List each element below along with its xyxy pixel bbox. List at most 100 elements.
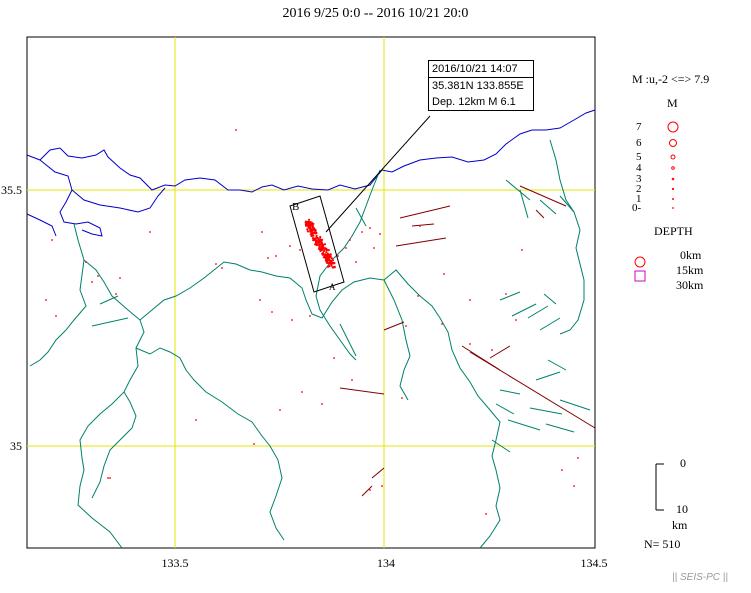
mag-level-0: 0-: [632, 202, 642, 214]
software-footer: || SEIS-PC ||: [672, 572, 728, 583]
epicenter-dot: [307, 221, 311, 224]
map-title: 2016 9/25 0:0 -- 2016 10/21 20:0: [282, 6, 469, 21]
section-label-b: B: [292, 201, 299, 213]
epicenter-dot: [323, 243, 327, 246]
magnitude-heading: M: [667, 96, 678, 110]
mag-level-1: 1: [636, 193, 642, 205]
epicenter-dot: [401, 397, 403, 399]
epicenter-dot: [330, 264, 333, 267]
magnitude-range: M :u,-2 <=> 7.9: [632, 72, 710, 86]
epicenter-dot: [322, 250, 326, 253]
epicenter-dot: [318, 247, 321, 250]
mag-level-3: 3: [636, 173, 642, 185]
mainshock-callout: 2016/10/21 14:07 35.381N 133.855E Dep. 1…: [428, 60, 534, 111]
epicenter-dot: [307, 218, 311, 221]
epicenter-dot: [521, 249, 523, 251]
callout-depth-magnitude: Dep. 12km M 6.1: [432, 96, 516, 108]
epicenter-dot: [331, 259, 334, 262]
epicenter-dot: [337, 255, 339, 257]
lon-tick-134-5: 134.5: [581, 556, 608, 570]
epicenter-dot: [326, 265, 330, 268]
epicenter-dot: [355, 261, 357, 263]
epicenter-dot: [319, 238, 322, 241]
epicenter-dot: [351, 379, 353, 381]
epicenter-cluster: [45, 129, 579, 515]
epicenter-dot: [329, 253, 332, 256]
epicenter-dot: [321, 403, 323, 405]
epicenter-dot: [419, 225, 421, 227]
epicenter-dot: [312, 231, 316, 234]
epicenter-dot: [485, 513, 487, 515]
epicenter-dot: [309, 315, 311, 317]
epicenter-dot: [235, 129, 237, 131]
epicenter-dot: [369, 227, 371, 229]
epicenter-dot: [308, 225, 311, 228]
epicenter-dot: [311, 223, 314, 227]
epicenter-dot: [361, 231, 363, 233]
epicenter-dot: [515, 319, 517, 321]
epicenter-dot: [304, 221, 307, 224]
epicenter-dot: [505, 293, 507, 295]
epicenter-dot: [215, 263, 217, 265]
epicenter-dot: [289, 245, 291, 247]
epicenter-dot: [115, 293, 117, 295]
epicenter-dot: [311, 237, 315, 240]
epicenter-dot: [327, 253, 330, 256]
epicenter-dot: [312, 227, 315, 230]
epicenter-dot: [109, 477, 111, 479]
epicenter-dot: [85, 261, 87, 263]
epicenter-dot: [267, 257, 269, 259]
depth-heading: DEPTH: [654, 224, 693, 238]
mag-level-7: 7: [636, 121, 642, 133]
epicenter-dot: [261, 231, 263, 233]
epicenter-dot: [315, 244, 318, 247]
depth-15km-label: 15km: [676, 263, 704, 277]
depth-30km-label: 30km: [676, 278, 704, 292]
epicenter-dot: [317, 240, 320, 243]
depth-0km-symbol: [634, 256, 646, 268]
epicenter-dot: [149, 231, 151, 233]
event-count: N= 510: [644, 537, 681, 551]
epicenter-dot: [577, 457, 579, 459]
epicenter-dot: [316, 237, 319, 240]
epicenter-dot: [310, 228, 313, 231]
depth-scale-top: 0: [680, 456, 686, 470]
lat-tick-35: 35: [10, 439, 22, 453]
depth-scale-unit: km: [672, 518, 688, 532]
epicenter-dot: [319, 235, 322, 239]
mag-level-5: 5: [636, 151, 642, 163]
epicenter-dot: [311, 234, 314, 237]
epicenter-dot: [119, 277, 121, 279]
epicenter-dot: [345, 247, 347, 249]
epicenter-dot: [306, 230, 310, 233]
cross-section-box: [289, 195, 345, 293]
callout-leader-line: [325, 115, 431, 233]
epicenter-dot: [333, 357, 335, 359]
epicenter-dot: [45, 299, 47, 301]
epicenter-dot: [330, 263, 333, 266]
epicenter-dot: [330, 257, 333, 260]
epicenter-dot: [443, 273, 445, 275]
epicenter-dot: [195, 419, 197, 421]
epicenter-dot: [381, 485, 383, 487]
epicenter-dot: [325, 249, 328, 252]
epicenter-dot: [314, 243, 317, 246]
epicenter-dot: [561, 469, 563, 471]
depth-scale-bottom: 10: [676, 502, 688, 516]
epicenter-dot: [369, 489, 371, 491]
depth-15km-symbol: [634, 270, 646, 282]
epicenter-dot: [51, 239, 53, 241]
lon-tick-133-5: 133.5: [162, 556, 189, 570]
epicenter-dot: [333, 261, 336, 265]
epicenter-dot: [55, 315, 57, 317]
epicenter-dot: [221, 267, 223, 269]
depth-0km-label: 0km: [680, 248, 702, 262]
epicenter-dot: [441, 323, 443, 325]
fault-traces-major: [339, 185, 596, 497]
epicenter-dot: [379, 233, 381, 235]
lat-tick-35-5: 35.5: [1, 183, 22, 197]
callout-location: 35.381N 133.855E: [432, 80, 524, 92]
mag-level-2: 2: [636, 183, 642, 195]
epicenter-dot: [107, 477, 109, 479]
epicenter-dot: [259, 299, 261, 301]
